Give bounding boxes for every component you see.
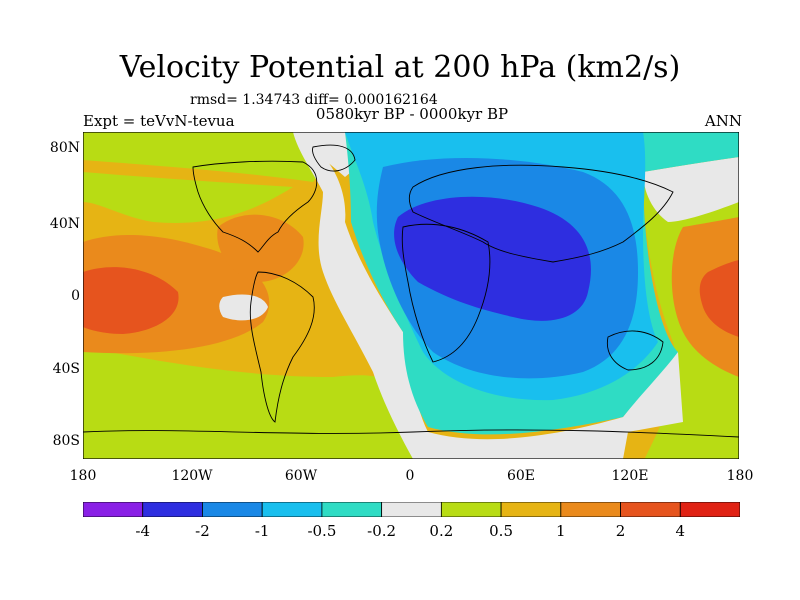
contour-orange-america (217, 214, 304, 282)
coastline-eurasia (408, 164, 674, 263)
contour-red-pacific (83, 267, 179, 334)
lat-tick-label: 0 (71, 288, 80, 304)
lon-tick-label: 120E (611, 468, 649, 484)
colorbar-box (500, 502, 562, 517)
lon-tick-label: 0 (405, 468, 415, 484)
colorbar-box (142, 502, 203, 517)
coastline-greenland (312, 144, 356, 172)
coastline-south-america (249, 271, 315, 423)
colorbar-box (202, 502, 263, 517)
colorbar-box (321, 502, 383, 517)
lat-tick-label: 40N (49, 216, 80, 232)
lat-tick-label: 40S (52, 361, 80, 377)
contour-darkblue (394, 196, 591, 321)
colorbar-box (83, 502, 144, 517)
lon-tick-label: 60E (506, 468, 536, 484)
contour-neutral-ne (643, 157, 739, 222)
colorbar-tick-label: -2 (195, 522, 210, 540)
colorbar-box (440, 502, 502, 517)
lon-tick-label: 180 (726, 468, 754, 484)
contour-neutral-band (293, 132, 683, 459)
colorbar-box (679, 502, 740, 517)
coastline-australia (606, 330, 664, 371)
lat-tick-label: 80N (49, 140, 80, 156)
colorbar-tick-label: 2 (615, 522, 626, 540)
lon-tick-label: 60W (284, 468, 318, 484)
stats-text: rmsd= 1.34743 diff= 0.000162164 (190, 92, 438, 108)
lon-tick-label: 180 (69, 468, 97, 484)
contour-green-north (83, 132, 330, 182)
experiment-label: Expt = teVvN-tevua (83, 112, 235, 130)
contour-red-east (699, 260, 739, 337)
season-label: ANN (704, 112, 742, 130)
map-title: Velocity Potential at 200 hPa (km2/s) (119, 50, 681, 85)
colorbar-box (381, 502, 442, 517)
colorbar-tick-label: -1 (254, 522, 270, 540)
colorbar-tick-label: -0.5 (307, 522, 337, 540)
colorbar-tick-label: 4 (675, 522, 686, 540)
lat-tick-label: 80S (52, 433, 80, 449)
coastline-north-america (192, 160, 318, 253)
colorbar (83, 502, 740, 517)
lon-tick-label: 120W (171, 468, 213, 484)
colorbar-box (620, 502, 681, 517)
colorbar-tick-label: -4 (135, 522, 151, 540)
coastline-africa (401, 223, 491, 363)
colorbar-tick-label: -0.2 (367, 522, 397, 540)
period-label: 0580kyr BP - 0000kyr BP (315, 105, 509, 123)
colorbar-tick-label: 0.5 (489, 522, 513, 540)
colorbar-box (261, 502, 323, 517)
colorbar-tick-label: 0.2 (429, 522, 454, 540)
contour-green-midwest (83, 172, 293, 223)
velocity-potential-map (83, 132, 739, 459)
colorbar-box (560, 502, 621, 517)
coastline-antarctica (83, 429, 739, 438)
colorbar-tick-label: 1 (556, 522, 566, 540)
contour-neutral-small (219, 294, 268, 321)
